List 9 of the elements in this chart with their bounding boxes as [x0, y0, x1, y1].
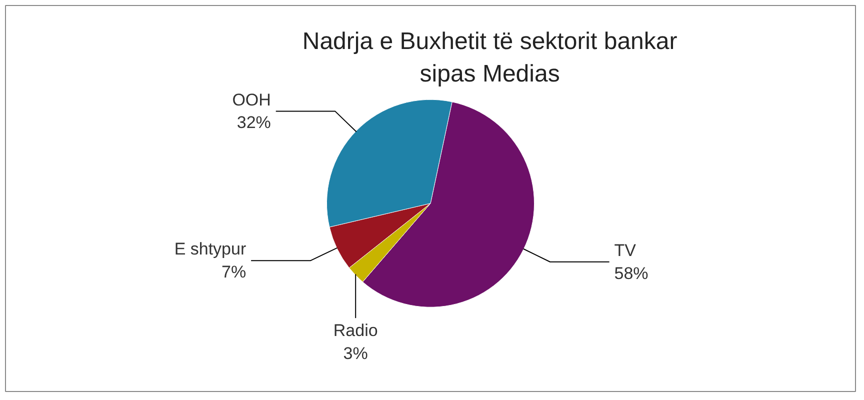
data-label: 58%	[614, 264, 648, 283]
data-label: 3%	[343, 344, 368, 363]
slice-label: Radio	[333, 321, 378, 340]
data-label: 7%	[222, 262, 246, 282]
data-label: 32%	[236, 113, 271, 132]
slice-label: OOH	[232, 90, 271, 110]
slice-label: E shtypur	[174, 240, 246, 259]
slice-label: TV	[614, 240, 637, 260]
chart-title: Nadrja e Buxhetit të sektorit bankar sipas Medias	[302, 28, 678, 88]
